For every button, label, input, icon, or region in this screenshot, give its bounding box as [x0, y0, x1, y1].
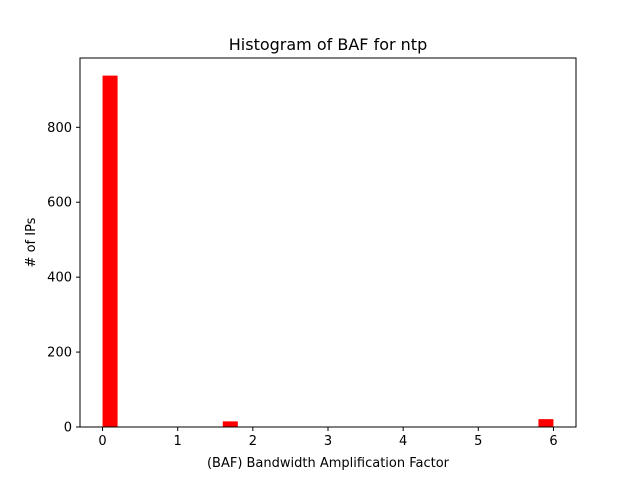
- histogram-bar-2: [538, 419, 554, 427]
- x-tick-label: 5: [474, 434, 482, 449]
- x-tick-label: 4: [399, 434, 407, 449]
- histogram-bar-1: [222, 421, 238, 427]
- x-tick-label: 2: [249, 434, 257, 449]
- chart-title: Histogram of BAF for ntp: [229, 35, 427, 54]
- x-tick-label: 3: [324, 434, 332, 449]
- histogram-bar-0: [102, 75, 118, 428]
- y-tick-label: 400: [47, 271, 72, 286]
- x-tick-label: 1: [174, 434, 182, 449]
- y-axis-label: # of IPs: [24, 217, 39, 267]
- x-tick-label: 0: [98, 434, 106, 449]
- y-axis-ticks: 0 200 400 600 800: [47, 121, 80, 436]
- y-tick-label: 800: [47, 121, 72, 136]
- y-tick-label: 0: [64, 421, 72, 436]
- x-axis-ticks: 0 1 2 3 4 5 6: [98, 427, 558, 449]
- y-tick-label: 200: [47, 346, 72, 361]
- x-tick-label: 6: [549, 434, 557, 449]
- x-axis-label: (BAF) Bandwidth Amplification Factor: [207, 456, 450, 471]
- y-tick-label: 600: [47, 196, 72, 211]
- bar-group: [102, 75, 554, 428]
